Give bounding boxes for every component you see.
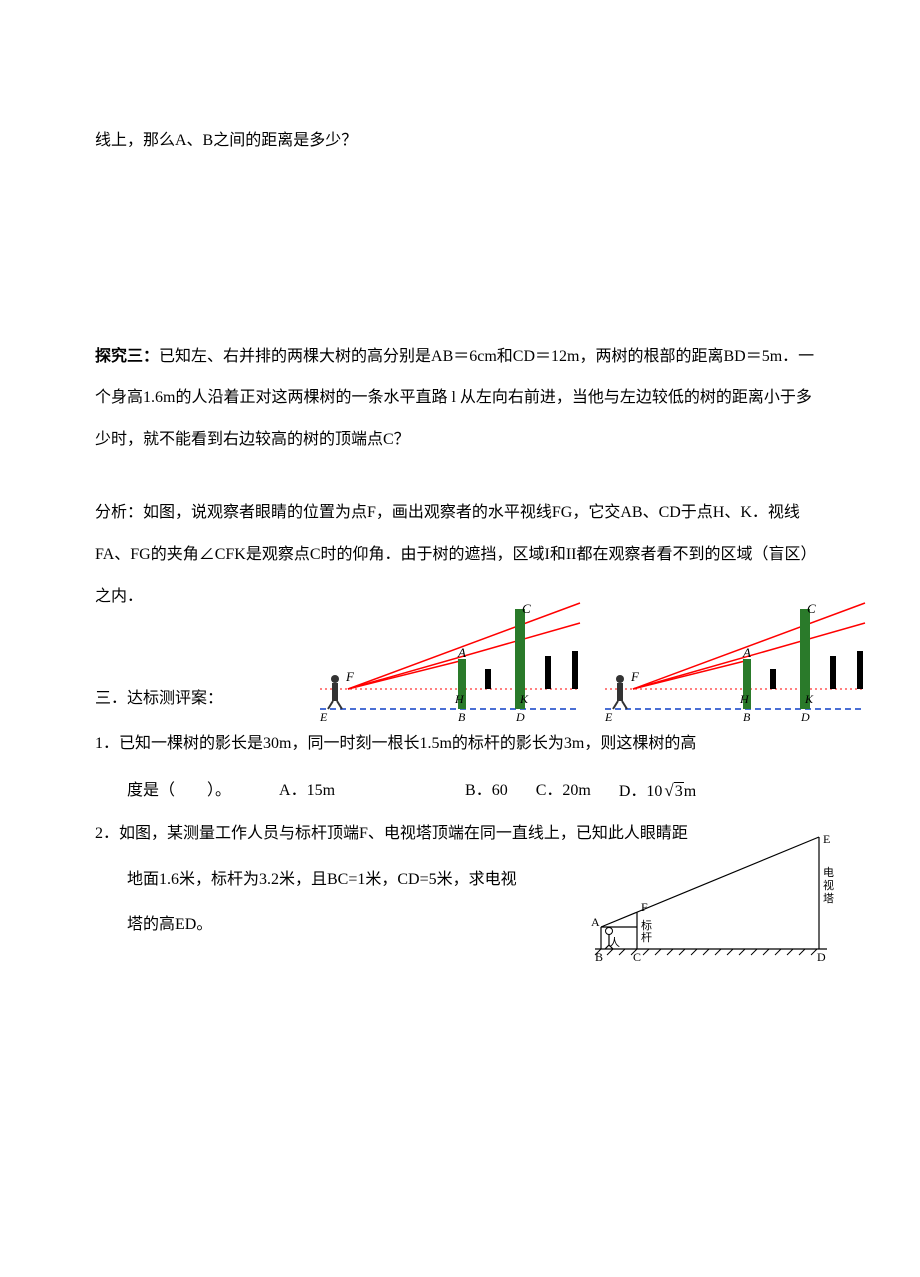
svg-text:人: 人 — [609, 936, 620, 949]
section3-title: 三．达标测评案： — [95, 678, 223, 720]
svg-text:F: F — [641, 900, 648, 914]
svg-text:C: C — [807, 601, 816, 616]
q1-line2: 度是（ ）。 A．15m B．60 C．20m D．10√3m — [95, 769, 825, 813]
q2-line2: 地面1.6米，标杆为3.2米，且BC=1米，CD=5米，求电视 — [95, 859, 575, 901]
q1-option-d: D．10√3m — [619, 769, 696, 813]
spacer — [95, 464, 825, 492]
spacer — [95, 166, 825, 336]
svg-text:B: B — [458, 710, 466, 723]
tv-tower-figure: A B C D E F 人 标 杆 电 视 塔 — [587, 831, 835, 961]
svg-text:杆: 杆 — [641, 930, 652, 944]
q2-line3: 塔的高ED。 — [95, 904, 575, 946]
svg-text:A: A — [457, 645, 466, 660]
svg-text:K: K — [519, 692, 529, 706]
q1-option-c: C．20m — [536, 770, 591, 812]
explore3-p2: 分析：如图，说观察者眼睛的位置为点F，画出观察者的水平视线FG，它交AB、CD于… — [95, 492, 825, 617]
svg-text:K: K — [804, 692, 814, 706]
q1-option-b: B．60 — [465, 770, 508, 812]
tree-figure-left: 三．达标测评案： C A F H K E B D — [310, 601, 590, 723]
svg-text:E: E — [604, 710, 613, 723]
q1-d-suf: m — [684, 783, 696, 800]
q1-option-a: A．15m — [279, 770, 335, 812]
svg-text:F: F — [630, 669, 640, 684]
explore3-label: 探究三： — [95, 348, 159, 365]
svg-text:F: F — [345, 669, 355, 684]
q1-d-pre: D．10 — [619, 783, 663, 800]
svg-text:B: B — [595, 950, 603, 961]
svg-text:E: E — [823, 832, 830, 846]
tree-figures-row: 三．达标测评案： C A F H K E B D — [95, 601, 825, 723]
explore3-p1-text: 已知左、右并排的两棵大树的高分别是AB＝6cm和CD＝12m，两树的根部的距离B… — [95, 348, 814, 448]
svg-text:E: E — [319, 710, 328, 723]
svg-text:塔: 塔 — [823, 892, 834, 905]
svg-text:电: 电 — [823, 866, 834, 879]
svg-text:A: A — [742, 645, 751, 660]
svg-text:视: 视 — [823, 878, 834, 892]
svg-text:标: 标 — [641, 918, 652, 932]
svg-text:H: H — [454, 692, 465, 706]
top-line: 线上，那么A、B之间的距离是多少？ — [95, 120, 825, 162]
svg-text:D: D — [800, 710, 810, 723]
q2-block: 2．如图，某测量工作人员与标杆顶端F、电视塔顶端在同一直线上，已知此人眼睛距 地… — [95, 813, 825, 946]
q1-stem-tail: 度是（ ）。 — [127, 770, 231, 812]
svg-text:H: H — [739, 692, 750, 706]
svg-text:A: A — [591, 915, 600, 929]
tree-figure-right: C A F H K E B D — [595, 601, 875, 723]
q1-line1: 1．已知一棵树的影长是30m，同一时刻一根长1.5m的标杆的影长为3m，则这棵树… — [95, 723, 825, 765]
sqrt-icon: √3 — [662, 769, 683, 813]
svg-text:B: B — [743, 710, 751, 723]
svg-text:C: C — [522, 601, 531, 616]
explore3-p1: 探究三：已知左、右并排的两棵大树的高分别是AB＝6cm和CD＝12m，两树的根部… — [95, 336, 825, 461]
svg-text:C: C — [633, 950, 641, 961]
svg-text:D: D — [817, 950, 826, 961]
svg-text:D: D — [515, 710, 525, 723]
